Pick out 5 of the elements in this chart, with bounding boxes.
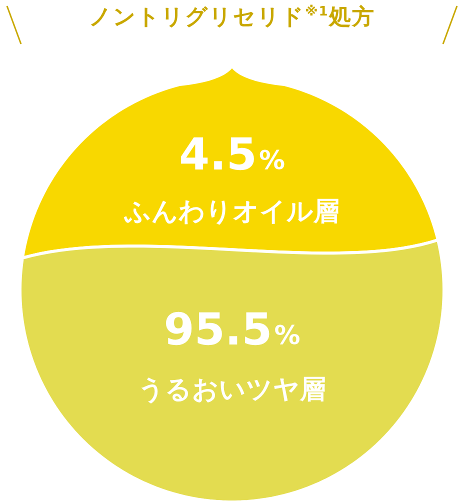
text: ノントリグリセリド$^{※1}$処方 xyxy=(88,4,376,32)
data-label: 4.5% xyxy=(179,130,286,180)
data-label: 95.5% xyxy=(164,304,300,356)
category-label: ふんわりオイル層 xyxy=(124,197,340,227)
category-label: うるおいツヤ層 xyxy=(138,375,326,405)
